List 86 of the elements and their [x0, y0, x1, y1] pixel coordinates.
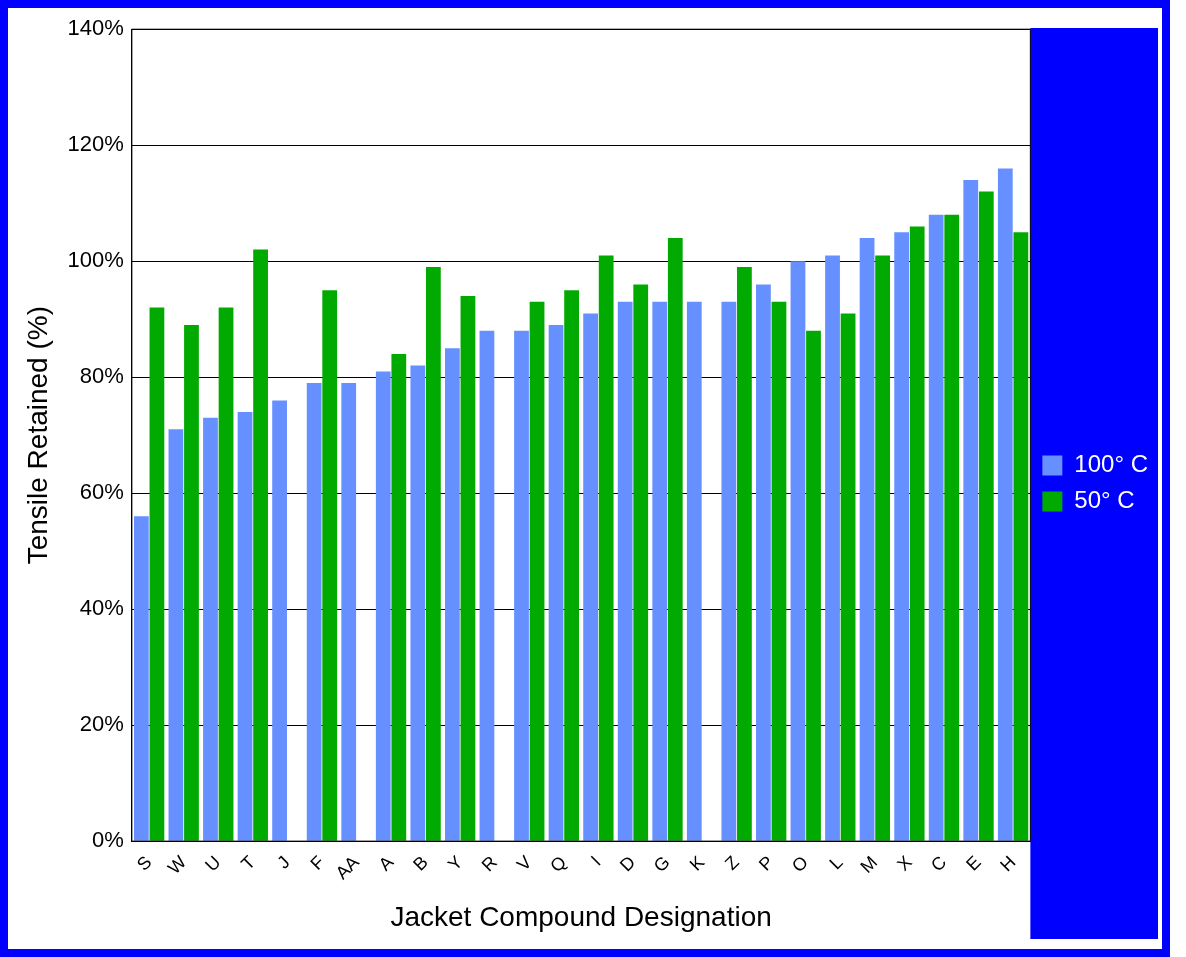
bar: [445, 348, 460, 841]
bar: [825, 255, 840, 841]
x-tick-label: L: [825, 851, 847, 874]
x-tick-label: R: [477, 851, 502, 876]
bar: [341, 382, 357, 841]
x-tick-label: H: [996, 851, 1020, 876]
bar: [306, 382, 322, 841]
x-tick-label: G: [649, 851, 674, 877]
bar: [840, 313, 856, 841]
bar: [375, 371, 391, 841]
legend-label: 50° C: [1074, 486, 1135, 514]
bar: [894, 232, 910, 841]
x-tick-label: T: [237, 851, 260, 874]
bar: [875, 255, 891, 841]
bar: [859, 237, 875, 841]
bar: [514, 330, 529, 841]
x-tick-label: W: [163, 851, 191, 879]
bar: [1013, 232, 1029, 841]
y-tick-label: 0%: [92, 827, 124, 853]
y-axis-title: Tensile Retained (%): [21, 306, 53, 565]
x-tick-label: J: [273, 851, 294, 873]
x-tick-label: E: [962, 851, 985, 875]
bar: [806, 330, 821, 841]
bar: [272, 400, 287, 841]
x-tick-label: AA: [331, 851, 363, 884]
bar: [237, 411, 253, 841]
bar: [686, 301, 702, 841]
x-tick-label: U: [201, 851, 225, 876]
bar: [548, 324, 564, 841]
y-tick-label: 120%: [67, 131, 124, 157]
bar: [721, 301, 737, 841]
bar: [598, 255, 614, 841]
bar: [133, 516, 149, 841]
x-tick-label: D: [615, 851, 640, 876]
x-tick-label: O: [788, 851, 813, 877]
y-tick-label: 20%: [79, 711, 124, 737]
bar: [529, 301, 545, 841]
bar: [997, 168, 1013, 841]
y-tick-label: 60%: [79, 479, 124, 505]
bar: [652, 301, 668, 841]
x-tick-label: I: [587, 851, 605, 870]
x-tick-label: M: [856, 851, 882, 877]
x-tick-label: K: [685, 851, 709, 875]
bar: [963, 179, 979, 841]
x-tick-label: S: [132, 851, 156, 875]
y-tick-label: 80%: [79, 363, 124, 389]
bar: [756, 284, 771, 841]
bar: [978, 191, 994, 841]
bar: [253, 249, 268, 841]
x-tick-label: C: [926, 851, 951, 876]
x-tick-label: V: [512, 851, 536, 875]
x-tick-label: P: [754, 851, 778, 875]
bar: [944, 214, 960, 841]
x-tick-label: B: [409, 851, 432, 875]
y-tick-label: 140%: [67, 15, 124, 41]
x-tick-label: A: [374, 851, 398, 875]
bar: [617, 301, 633, 841]
bar: [790, 261, 806, 841]
bar: [391, 353, 407, 841]
bar: [149, 307, 165, 841]
bar: [410, 365, 426, 841]
x-tick-label: Y: [443, 851, 467, 875]
bar: [909, 226, 925, 841]
x-axis-title: Jacket Compound Designation: [390, 900, 772, 932]
bar: [737, 266, 752, 841]
x-tick-label: Z: [721, 851, 743, 874]
bar: [425, 266, 441, 841]
bar: [218, 307, 234, 841]
x-tick-label: F: [306, 851, 329, 874]
legend-label: 100° C: [1074, 450, 1148, 478]
bar: [771, 301, 787, 841]
bar: [184, 324, 199, 841]
bar: [203, 417, 218, 841]
bar: [633, 284, 649, 841]
bar: [667, 237, 683, 841]
bar: [583, 313, 598, 841]
bar: [564, 290, 579, 841]
bar: [460, 295, 476, 841]
x-tick-label: Q: [546, 851, 571, 877]
bar: [928, 214, 944, 841]
x-tick-label: X: [893, 851, 916, 875]
bar: [322, 290, 338, 841]
bar: [168, 429, 184, 841]
y-tick-label: 40%: [79, 595, 124, 621]
bar: [479, 330, 495, 841]
y-tick-label: 100%: [67, 247, 124, 273]
